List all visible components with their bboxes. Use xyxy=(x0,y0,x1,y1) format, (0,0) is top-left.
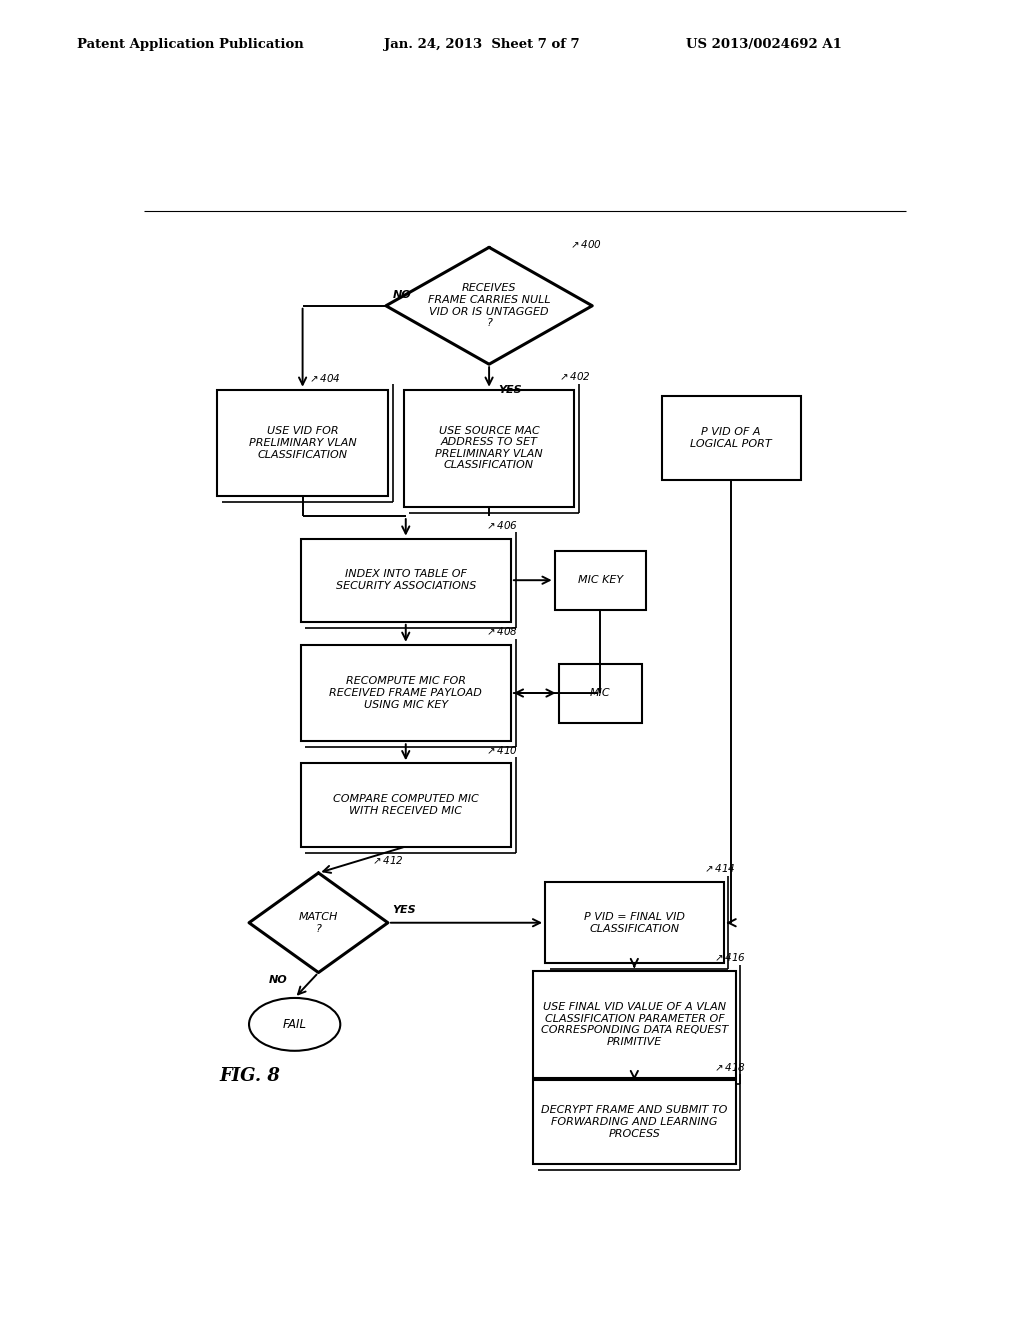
FancyBboxPatch shape xyxy=(555,550,646,610)
Text: YES: YES xyxy=(499,384,522,395)
Text: MATCH
?: MATCH ? xyxy=(299,912,338,933)
Text: Patent Application Publication: Patent Application Publication xyxy=(77,37,303,50)
Text: MIC: MIC xyxy=(590,688,610,698)
Text: P VID = FINAL VID
CLASSIFICATION: P VID = FINAL VID CLASSIFICATION xyxy=(584,912,685,933)
Text: $\nearrow$406: $\nearrow$406 xyxy=(483,519,517,532)
FancyBboxPatch shape xyxy=(217,389,388,496)
FancyBboxPatch shape xyxy=(545,882,724,964)
Text: $\nearrow$402: $\nearrow$402 xyxy=(557,370,591,381)
Text: USE SOURCE MAC
ADDRESS TO SET
PRELIMINARY VLAN
CLASSIFICATION: USE SOURCE MAC ADDRESS TO SET PRELIMINAR… xyxy=(435,425,543,470)
Text: USE FINAL VID VALUE OF A VLAN
CLASSIFICATION PARAMETER OF
CORRESPONDING DATA REQ: USE FINAL VID VALUE OF A VLAN CLASSIFICA… xyxy=(541,1002,728,1047)
Text: RECOMPUTE MIC FOR
RECEIVED FRAME PAYLOAD
USING MIC KEY: RECOMPUTE MIC FOR RECEIVED FRAME PAYLOAD… xyxy=(330,676,482,710)
Ellipse shape xyxy=(249,998,340,1051)
FancyBboxPatch shape xyxy=(534,972,735,1077)
FancyBboxPatch shape xyxy=(558,664,642,722)
Text: NO: NO xyxy=(269,974,288,985)
FancyBboxPatch shape xyxy=(301,539,511,622)
Text: FAIL: FAIL xyxy=(283,1018,306,1031)
FancyBboxPatch shape xyxy=(301,763,511,846)
Text: $\nearrow$412: $\nearrow$412 xyxy=(370,854,403,866)
FancyBboxPatch shape xyxy=(662,396,801,479)
Text: $\nearrow$410: $\nearrow$410 xyxy=(483,744,517,756)
Text: YES: YES xyxy=(392,904,416,915)
Text: COMPARE COMPUTED MIC
WITH RECEIVED MIC: COMPARE COMPUTED MIC WITH RECEIVED MIC xyxy=(333,795,478,816)
Text: NO: NO xyxy=(392,289,411,300)
Text: $\nearrow$418: $\nearrow$418 xyxy=(712,1061,746,1073)
Text: $\nearrow$408: $\nearrow$408 xyxy=(483,626,517,638)
FancyBboxPatch shape xyxy=(301,644,511,742)
Text: $\nearrow$414: $\nearrow$414 xyxy=(701,862,735,874)
FancyBboxPatch shape xyxy=(403,389,574,507)
Text: Jan. 24, 2013  Sheet 7 of 7: Jan. 24, 2013 Sheet 7 of 7 xyxy=(384,37,580,50)
Text: $\nearrow$404: $\nearrow$404 xyxy=(306,372,340,384)
Text: RECEIVES
FRAME CARRIES NULL
VID OR IS UNTAGGED
?: RECEIVES FRAME CARRIES NULL VID OR IS UN… xyxy=(428,284,551,329)
Text: $\nearrow$400: $\nearrow$400 xyxy=(568,238,602,249)
Text: MIC KEY: MIC KEY xyxy=(578,576,623,585)
Text: DECRYPT FRAME AND SUBMIT TO
FORWARDING AND LEARNING
PROCESS: DECRYPT FRAME AND SUBMIT TO FORWARDING A… xyxy=(541,1105,727,1139)
Text: INDEX INTO TABLE OF
SECURITY ASSOCIATIONS: INDEX INTO TABLE OF SECURITY ASSOCIATION… xyxy=(336,569,476,591)
Text: US 2013/0024692 A1: US 2013/0024692 A1 xyxy=(686,37,842,50)
Text: FIG. 8: FIG. 8 xyxy=(219,1068,281,1085)
Text: $\nearrow$416: $\nearrow$416 xyxy=(712,952,746,964)
Text: P VID OF A
LOGICAL PORT: P VID OF A LOGICAL PORT xyxy=(690,428,772,449)
FancyBboxPatch shape xyxy=(534,1080,735,1164)
Text: USE VID FOR
PRELIMINARY VLAN
CLASSIFICATION: USE VID FOR PRELIMINARY VLAN CLASSIFICAT… xyxy=(249,426,356,459)
